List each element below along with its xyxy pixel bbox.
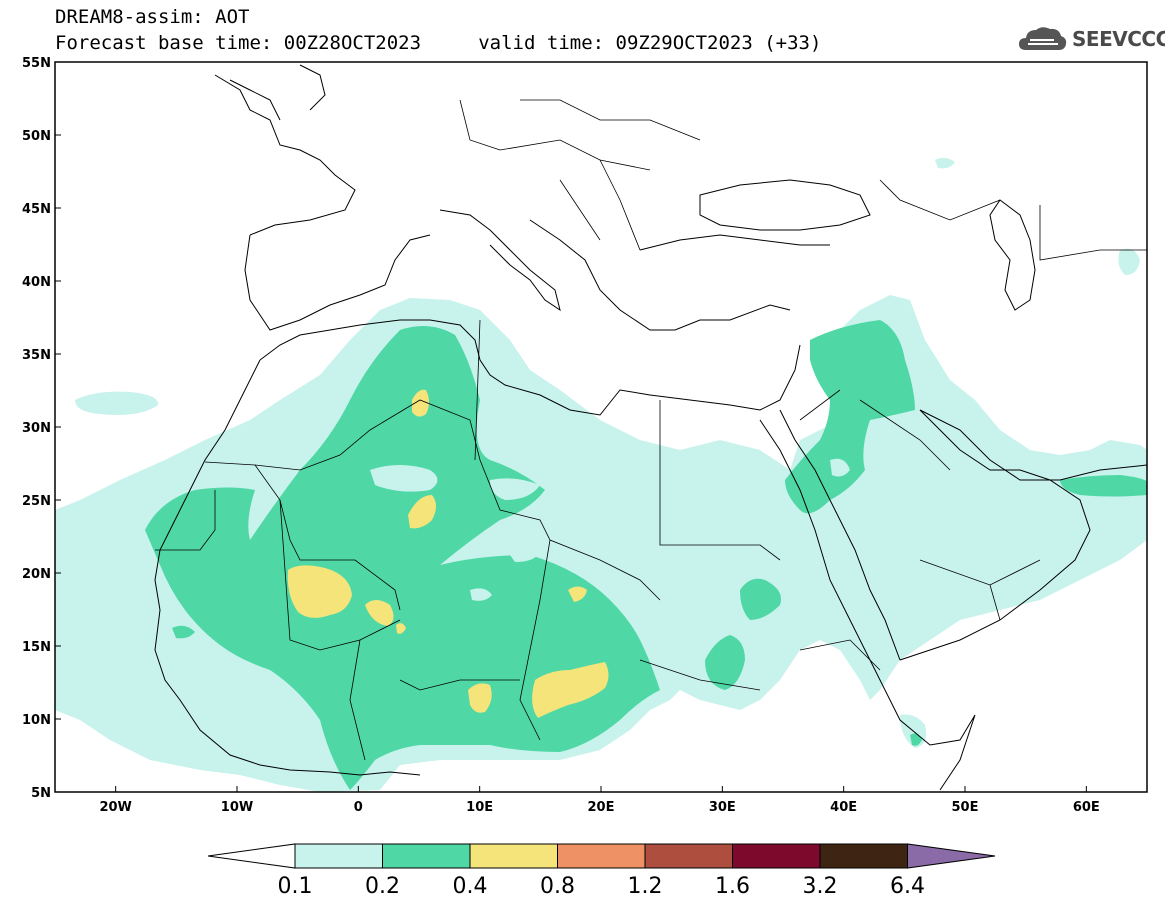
lat-label: 15N xyxy=(22,640,51,655)
aot-level-0.2 xyxy=(145,320,1147,790)
lat-label: 45N xyxy=(22,202,51,217)
colorbar-swatch xyxy=(557,843,646,869)
colorbar-label: 0.2 xyxy=(365,874,400,899)
colorbar-swatch xyxy=(819,843,908,869)
colorbar-label: 3.2 xyxy=(803,874,838,899)
map-title: DREAM8-assim: AOT xyxy=(55,6,250,28)
lon-label: 40E xyxy=(830,800,857,815)
lon-label: 0 xyxy=(354,800,363,815)
lon-label: 10E xyxy=(466,800,493,815)
colorbar-label: 6.4 xyxy=(890,874,925,899)
lon-label: 30E xyxy=(709,800,736,815)
aot-level-0.1-holes xyxy=(370,458,850,601)
forecast-time-line: Forecast base time: 00Z28OCT2023 valid t… xyxy=(55,32,822,54)
colorbar-swatch xyxy=(294,843,383,869)
colorbar-legend: 0.1 0.2 0.4 0.8 1.2 1.6 3.2 6.4 xyxy=(207,843,996,899)
colorbar-swatch xyxy=(382,843,471,869)
seevccc-logo: SEEVCCC xyxy=(1018,24,1165,54)
longitude-axis: 20W 10W 0 10E 20E 30E 40E 50E 60E xyxy=(99,786,1100,815)
lat-label: 25N xyxy=(22,494,51,509)
colorbar-label: 0.4 xyxy=(453,874,488,899)
lat-label: 40N xyxy=(22,275,51,290)
logo-text: SEEVCCC xyxy=(1072,27,1165,51)
lat-label: 50N xyxy=(22,129,51,144)
lat-label: 10N xyxy=(22,713,51,728)
colorbar-swatch xyxy=(469,843,558,869)
lat-label: 20N xyxy=(22,567,51,582)
colorbar-label: 1.6 xyxy=(715,874,750,899)
coastlines xyxy=(154,64,1147,791)
colorbar-label: 0.1 xyxy=(278,874,313,899)
lon-label: 20E xyxy=(588,800,615,815)
aot-level-0.4 xyxy=(287,389,609,718)
lat-label: 5N xyxy=(31,786,51,801)
lon-label: 20W xyxy=(99,800,131,815)
colorbar-under-triangle xyxy=(207,843,296,869)
lat-label: 35N xyxy=(22,348,51,363)
lon-label: 50E xyxy=(952,800,979,815)
latitude-axis: 5N 10N 15N 20N 25N 30N 35N 40N 45N 50N 55N xyxy=(22,56,61,801)
lat-label: 55N xyxy=(22,56,51,71)
colorbar-label: 1.2 xyxy=(628,874,663,899)
aot-field xyxy=(55,157,1147,792)
colorbar-label: 0.8 xyxy=(540,874,575,899)
lon-label: 60E xyxy=(1073,800,1100,815)
colorbar-swatch xyxy=(644,843,733,869)
cloud-icon xyxy=(1019,27,1067,50)
country-borders xyxy=(155,99,1147,761)
lon-label: 10W xyxy=(221,800,253,815)
colorbar-swatch xyxy=(732,843,821,869)
colorbar-over-triangle xyxy=(907,843,996,869)
lat-label: 30N xyxy=(22,421,51,436)
